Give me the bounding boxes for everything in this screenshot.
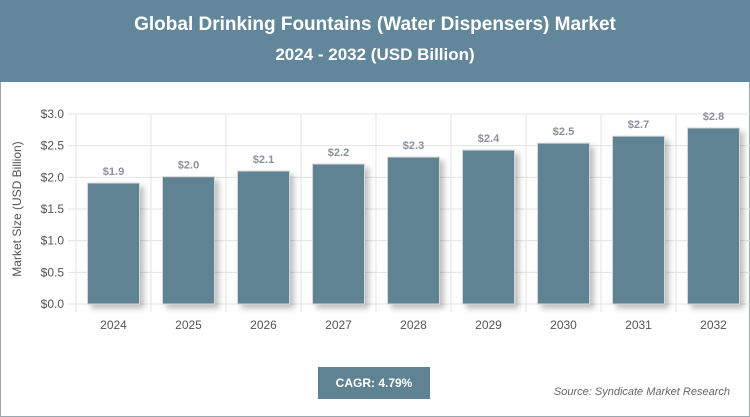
y-axis-label: Market Size (USD Billion) (10, 141, 24, 276)
data-label: $2.3 (403, 140, 424, 152)
data-label: $1.9 (103, 166, 124, 178)
x-tick-label: 2027 (325, 318, 352, 332)
y-tick-label: $1.5 (41, 202, 65, 216)
bar (87, 182, 140, 305)
y-tick-label: $0.0 (41, 297, 65, 311)
data-label: $2.1 (253, 154, 274, 166)
bar (537, 142, 590, 305)
bar (237, 170, 290, 305)
y-tick-label: $0.5 (41, 265, 65, 279)
x-tick-label: 2032 (700, 318, 727, 332)
data-label: $2.7 (628, 119, 649, 131)
x-tick-label: 2026 (250, 318, 277, 332)
y-tick-label: $2.5 (41, 139, 65, 153)
y-tick-label: $3.0 (41, 107, 65, 121)
y-tick-label: $1.0 (41, 234, 65, 248)
x-tick-label: 2030 (550, 318, 577, 332)
bar (612, 135, 665, 305)
data-label: $2.0 (178, 160, 199, 172)
chart-subtitle: 2024 - 2032 (USD Billion) (275, 45, 475, 64)
x-tick-label: 2031 (625, 318, 652, 332)
cagr-badge: CAGR: 4.79% (318, 367, 430, 399)
bar (312, 163, 365, 305)
data-label: $2.4 (478, 133, 500, 145)
x-tick-label: 2024 (100, 318, 127, 332)
x-tick-label: 2025 (175, 318, 202, 332)
y-tick-label: $2.0 (41, 170, 65, 184)
source-note: Source: Syndicate Market Research (553, 386, 730, 398)
x-tick-label: 2028 (400, 318, 427, 332)
chart-title: Global Drinking Fountains (Water Dispens… (134, 14, 616, 35)
data-label: $2.8 (703, 111, 724, 123)
data-label: $2.2 (328, 147, 349, 159)
chart-header: Global Drinking Fountains (Water Dispens… (0, 0, 750, 82)
bar (387, 156, 440, 305)
bar (687, 127, 740, 305)
bar (162, 176, 215, 305)
bar (462, 149, 515, 305)
data-label: $2.5 (553, 126, 574, 138)
x-tick-label: 2029 (475, 318, 502, 332)
